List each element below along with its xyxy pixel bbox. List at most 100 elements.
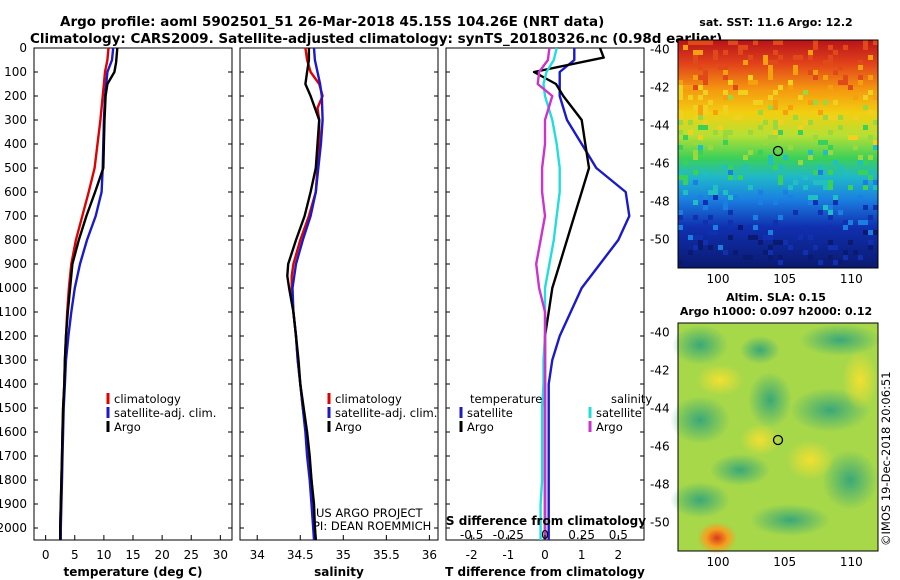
sst-pixel [778, 130, 783, 135]
depth-axis-labels: 0 100 200 300 400 500 600 700 800 900 1000 1100 1200… [0, 41, 27, 535]
sst-pixel [713, 195, 718, 200]
sst-pixel [793, 70, 798, 75]
sst-pixel [798, 160, 803, 165]
sst-pixel [873, 205, 878, 210]
s-diff-tick-label: 0 [541, 528, 549, 542]
sst-pixel [868, 110, 873, 115]
sst-map-frame [677, 39, 879, 269]
sst-pixel [843, 80, 848, 85]
sst-pixel [828, 185, 833, 190]
sst-pixel [678, 225, 683, 230]
sst-map-speckle [678, 40, 878, 265]
sst-pixel [733, 85, 738, 90]
x-tick-label: 30 [213, 548, 228, 562]
sst-pixel [723, 130, 728, 135]
x-tick-label: 35 [336, 548, 351, 562]
depth-tick-label: 1700 [0, 449, 27, 463]
sst-pixel [678, 110, 683, 115]
sst-pixel [703, 80, 708, 85]
map-y-tick-label: -40 [650, 43, 670, 57]
sst-pixel [843, 250, 848, 255]
sst-pixel [773, 105, 778, 110]
sst-pixel [828, 245, 833, 250]
sst-pixel [688, 120, 693, 125]
sst-pixel [683, 160, 688, 165]
sst-pixel [863, 105, 868, 110]
map-x-tick-label: 105 [773, 555, 796, 569]
sst-pixel [703, 90, 708, 95]
sst-pixel [693, 50, 698, 55]
sst-pixel [863, 205, 868, 210]
sst-pixel [723, 105, 728, 110]
sst-pixel [758, 150, 763, 155]
legend-s-argo-label: Argo [596, 420, 623, 434]
sst-pixel [833, 245, 838, 250]
sst-pixel [828, 45, 833, 50]
sst-pixel [688, 95, 693, 100]
sst-pixel [773, 100, 778, 105]
sst-pixel [863, 125, 868, 130]
sst-pixel [833, 160, 838, 165]
x-tick-label: 1 [578, 548, 586, 562]
sst-pixel [873, 40, 878, 45]
sst-pixel [758, 110, 763, 115]
map-y-tick-label: -50 [650, 233, 670, 247]
sst-pixel [823, 140, 828, 145]
sst-pixel [813, 135, 818, 140]
sst-pixel [853, 115, 858, 120]
sla-map-y-ticks: -40 -42 -44 -46 -48 -50 [650, 326, 670, 530]
sst-pixel [778, 180, 783, 185]
sst-pixel [763, 140, 768, 145]
sst-pixel [748, 80, 753, 85]
temperature-panel-frame [33, 47, 233, 541]
sst-pixel [688, 235, 693, 240]
sst-pixel [768, 90, 773, 95]
sst-pixel [818, 260, 823, 265]
x-tick-label: 20 [154, 548, 169, 562]
x-tick-label: 25 [184, 548, 199, 562]
sst-pixel [813, 180, 818, 185]
sla-anomaly-blob [710, 454, 770, 486]
map-x-tick-label: 110 [840, 272, 863, 286]
sst-pixel [828, 150, 833, 155]
sst-pixel [828, 225, 833, 230]
sst-pixel [698, 40, 703, 45]
sst-pixel [703, 125, 708, 130]
sst-pixel [723, 110, 728, 115]
map-y-tick-label: -42 [650, 81, 670, 95]
sst-pixel [708, 245, 713, 250]
depth-tick-label: 300 [4, 113, 27, 127]
x-tick-label: 34.5 [287, 548, 314, 562]
sst-pixel [783, 190, 788, 195]
sst-pixel [698, 135, 703, 140]
sla-anomaly-blob [670, 482, 730, 518]
sst-pixel [843, 255, 848, 260]
sst-pixel [768, 235, 773, 240]
sst-pixel [728, 175, 733, 180]
sst-pixel [678, 85, 683, 90]
legend-s-satellite-label: satellite [596, 406, 642, 420]
depth-tick-label: 1900 [0, 497, 27, 511]
sst-pixel [703, 200, 708, 205]
sla-map-frame [677, 322, 879, 552]
sst-pixel [858, 195, 863, 200]
sst-pixel [873, 140, 878, 145]
sst-pixel [818, 110, 823, 115]
sst-pixel [783, 110, 788, 115]
sla-anomaly-blob [740, 424, 780, 456]
sst-pixel [823, 75, 828, 80]
x-tick-label: 34 [250, 548, 265, 562]
sla-map-x-ticks: 100 105 110 [707, 555, 863, 569]
sst-pixel [693, 115, 698, 120]
sst-pixel [858, 170, 863, 175]
sst-pixel [743, 60, 748, 65]
sst-pixel [678, 260, 683, 265]
sst-pixel [768, 75, 773, 80]
sst-pixel [858, 220, 863, 225]
sst-pixel [743, 45, 748, 50]
depth-tick-label: 800 [4, 233, 27, 247]
salinity-difference-label: S difference from climatology [446, 514, 646, 528]
map-y-tick-label: -46 [650, 440, 670, 454]
legend-temperature-title: temperature [470, 392, 542, 406]
depth-tick-label: 200 [4, 89, 27, 103]
